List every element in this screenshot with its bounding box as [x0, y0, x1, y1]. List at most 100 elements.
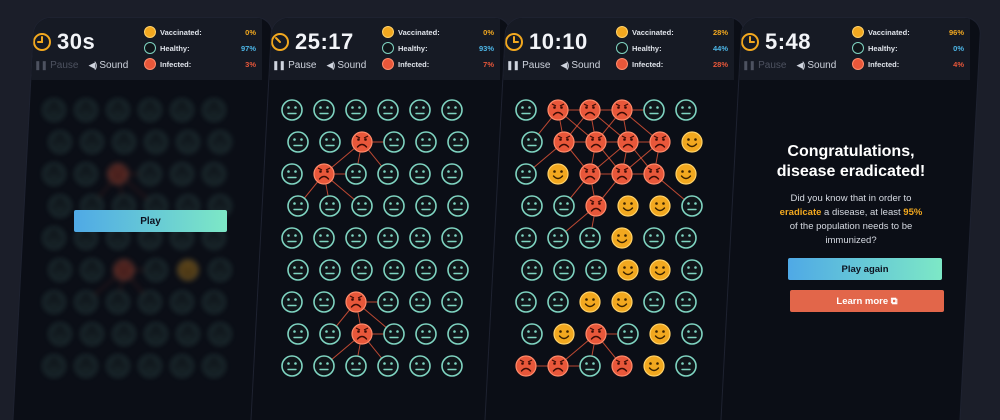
healthy-person[interactable]: [643, 227, 665, 249]
healthy-person[interactable]: [377, 163, 399, 185]
healthy-person[interactable]: [415, 323, 437, 345]
healthy-person[interactable]: [377, 99, 399, 121]
healthy-person[interactable]: [351, 195, 373, 217]
healthy-person[interactable]: [43, 291, 65, 313]
healthy-person[interactable]: [515, 163, 537, 185]
healthy-person[interactable]: [139, 291, 161, 313]
healthy-person[interactable]: [203, 291, 225, 313]
healthy-person[interactable]: [351, 259, 373, 281]
healthy-person[interactable]: [43, 163, 65, 185]
healthy-person[interactable]: [43, 227, 65, 249]
healthy-person[interactable]: [281, 163, 303, 185]
healthy-person[interactable]: [281, 291, 303, 313]
healthy-person[interactable]: [81, 323, 103, 345]
sound-button[interactable]: ◀) Sound: [796, 60, 836, 71]
healthy-person[interactable]: [177, 323, 199, 345]
healthy-person[interactable]: [287, 323, 309, 345]
healthy-person[interactable]: [447, 323, 469, 345]
healthy-person[interactable]: [585, 259, 607, 281]
healthy-person[interactable]: [515, 291, 537, 313]
healthy-person[interactable]: [75, 99, 97, 121]
healthy-person[interactable]: [579, 227, 601, 249]
healthy-person[interactable]: [415, 195, 437, 217]
healthy-person[interactable]: [145, 323, 167, 345]
healthy-person[interactable]: [107, 291, 129, 313]
healthy-person[interactable]: [345, 99, 367, 121]
healthy-person[interactable]: [281, 227, 303, 249]
healthy-person[interactable]: [281, 99, 303, 121]
sound-button[interactable]: ◀) Sound: [88, 60, 128, 71]
healthy-person[interactable]: [139, 99, 161, 121]
healthy-person[interactable]: [377, 355, 399, 377]
healthy-person[interactable]: [441, 291, 463, 313]
healthy-person[interactable]: [177, 131, 199, 153]
healthy-person[interactable]: [171, 291, 193, 313]
healthy-person[interactable]: [675, 355, 697, 377]
healthy-person[interactable]: [377, 227, 399, 249]
population-grid[interactable]: [496, 80, 734, 420]
healthy-person[interactable]: [43, 99, 65, 121]
learn-more-button[interactable]: Learn more ⧉: [790, 290, 944, 312]
healthy-person[interactable]: [441, 227, 463, 249]
healthy-person[interactable]: [547, 291, 569, 313]
pause-button[interactable]: ❚❚ Pause: [34, 60, 78, 71]
healthy-person[interactable]: [521, 195, 543, 217]
healthy-person[interactable]: [377, 291, 399, 313]
healthy-person[interactable]: [681, 195, 703, 217]
healthy-person[interactable]: [43, 355, 65, 377]
healthy-person[interactable]: [107, 227, 129, 249]
healthy-person[interactable]: [171, 99, 193, 121]
play-again-button[interactable]: Play again: [788, 258, 942, 280]
healthy-person[interactable]: [409, 163, 431, 185]
healthy-person[interactable]: [383, 131, 405, 153]
healthy-person[interactable]: [75, 163, 97, 185]
healthy-person[interactable]: [383, 259, 405, 281]
healthy-person[interactable]: [643, 291, 665, 313]
healthy-person[interactable]: [203, 163, 225, 185]
healthy-person[interactable]: [209, 131, 231, 153]
pause-button[interactable]: ❚❚ Pause: [272, 60, 316, 71]
healthy-person[interactable]: [113, 131, 135, 153]
healthy-person[interactable]: [383, 195, 405, 217]
healthy-person[interactable]: [171, 227, 193, 249]
healthy-person[interactable]: [441, 99, 463, 121]
healthy-person[interactable]: [617, 323, 639, 345]
healthy-person[interactable]: [345, 355, 367, 377]
healthy-person[interactable]: [675, 99, 697, 121]
healthy-person[interactable]: [145, 131, 167, 153]
healthy-person[interactable]: [441, 163, 463, 185]
sound-button[interactable]: ◀) Sound: [560, 60, 600, 71]
healthy-person[interactable]: [409, 227, 431, 249]
healthy-person[interactable]: [415, 131, 437, 153]
healthy-person[interactable]: [209, 259, 231, 281]
healthy-person[interactable]: [345, 227, 367, 249]
healthy-person[interactable]: [81, 131, 103, 153]
healthy-person[interactable]: [203, 99, 225, 121]
healthy-person[interactable]: [415, 259, 437, 281]
healthy-person[interactable]: [345, 163, 367, 185]
healthy-person[interactable]: [319, 195, 341, 217]
healthy-person[interactable]: [287, 131, 309, 153]
healthy-person[interactable]: [319, 259, 341, 281]
healthy-person[interactable]: [521, 323, 543, 345]
healthy-person[interactable]: [171, 163, 193, 185]
healthy-person[interactable]: [409, 99, 431, 121]
healthy-person[interactable]: [107, 355, 129, 377]
healthy-person[interactable]: [521, 131, 543, 153]
healthy-person[interactable]: [113, 323, 135, 345]
healthy-person[interactable]: [107, 99, 129, 121]
healthy-person[interactable]: [145, 259, 167, 281]
healthy-person[interactable]: [49, 323, 71, 345]
healthy-person[interactable]: [171, 355, 193, 377]
healthy-person[interactable]: [681, 259, 703, 281]
healthy-person[interactable]: [447, 259, 469, 281]
healthy-person[interactable]: [281, 355, 303, 377]
healthy-person[interactable]: [675, 291, 697, 313]
healthy-person[interactable]: [409, 355, 431, 377]
healthy-person[interactable]: [515, 227, 537, 249]
healthy-person[interactable]: [313, 355, 335, 377]
healthy-person[interactable]: [319, 131, 341, 153]
pause-button[interactable]: ❚❚ Pause: [742, 60, 786, 71]
healthy-person[interactable]: [521, 259, 543, 281]
healthy-person[interactable]: [547, 227, 569, 249]
